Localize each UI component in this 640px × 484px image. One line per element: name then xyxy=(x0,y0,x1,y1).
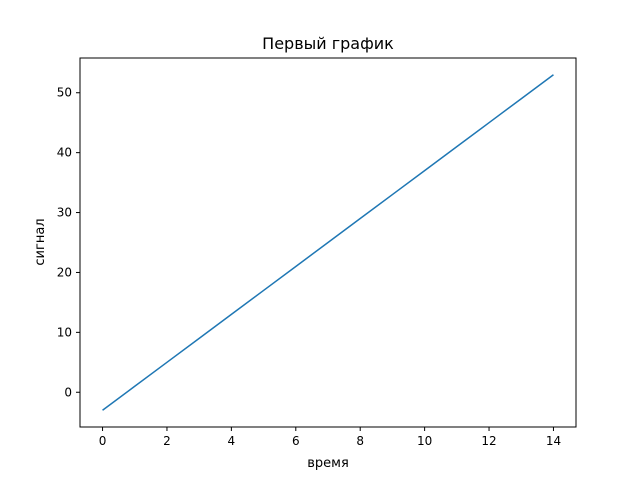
y-tick-label: 40 xyxy=(57,146,72,160)
y-tick-label: 0 xyxy=(64,385,72,399)
y-axis-label: сигнал xyxy=(33,218,48,265)
x-tick-label: 10 xyxy=(417,434,432,448)
x-tick-label: 0 xyxy=(99,434,107,448)
y-tick-label: 30 xyxy=(57,206,72,220)
x-tick-label: 12 xyxy=(481,434,496,448)
x-tick-label: 6 xyxy=(292,434,300,448)
y-tick-label: 20 xyxy=(57,265,72,279)
y-tick-label: 10 xyxy=(57,325,72,339)
x-tick-label: 2 xyxy=(163,434,171,448)
x-axis-label: время xyxy=(307,456,349,471)
plot-frame xyxy=(79,57,577,428)
x-tick-label: 4 xyxy=(228,434,236,448)
series-line xyxy=(102,74,554,411)
x-tick-label: 8 xyxy=(356,434,364,448)
x-tick-label: 14 xyxy=(546,434,561,448)
y-tick-label: 50 xyxy=(57,86,72,100)
chart-title: Первый график xyxy=(262,34,394,53)
